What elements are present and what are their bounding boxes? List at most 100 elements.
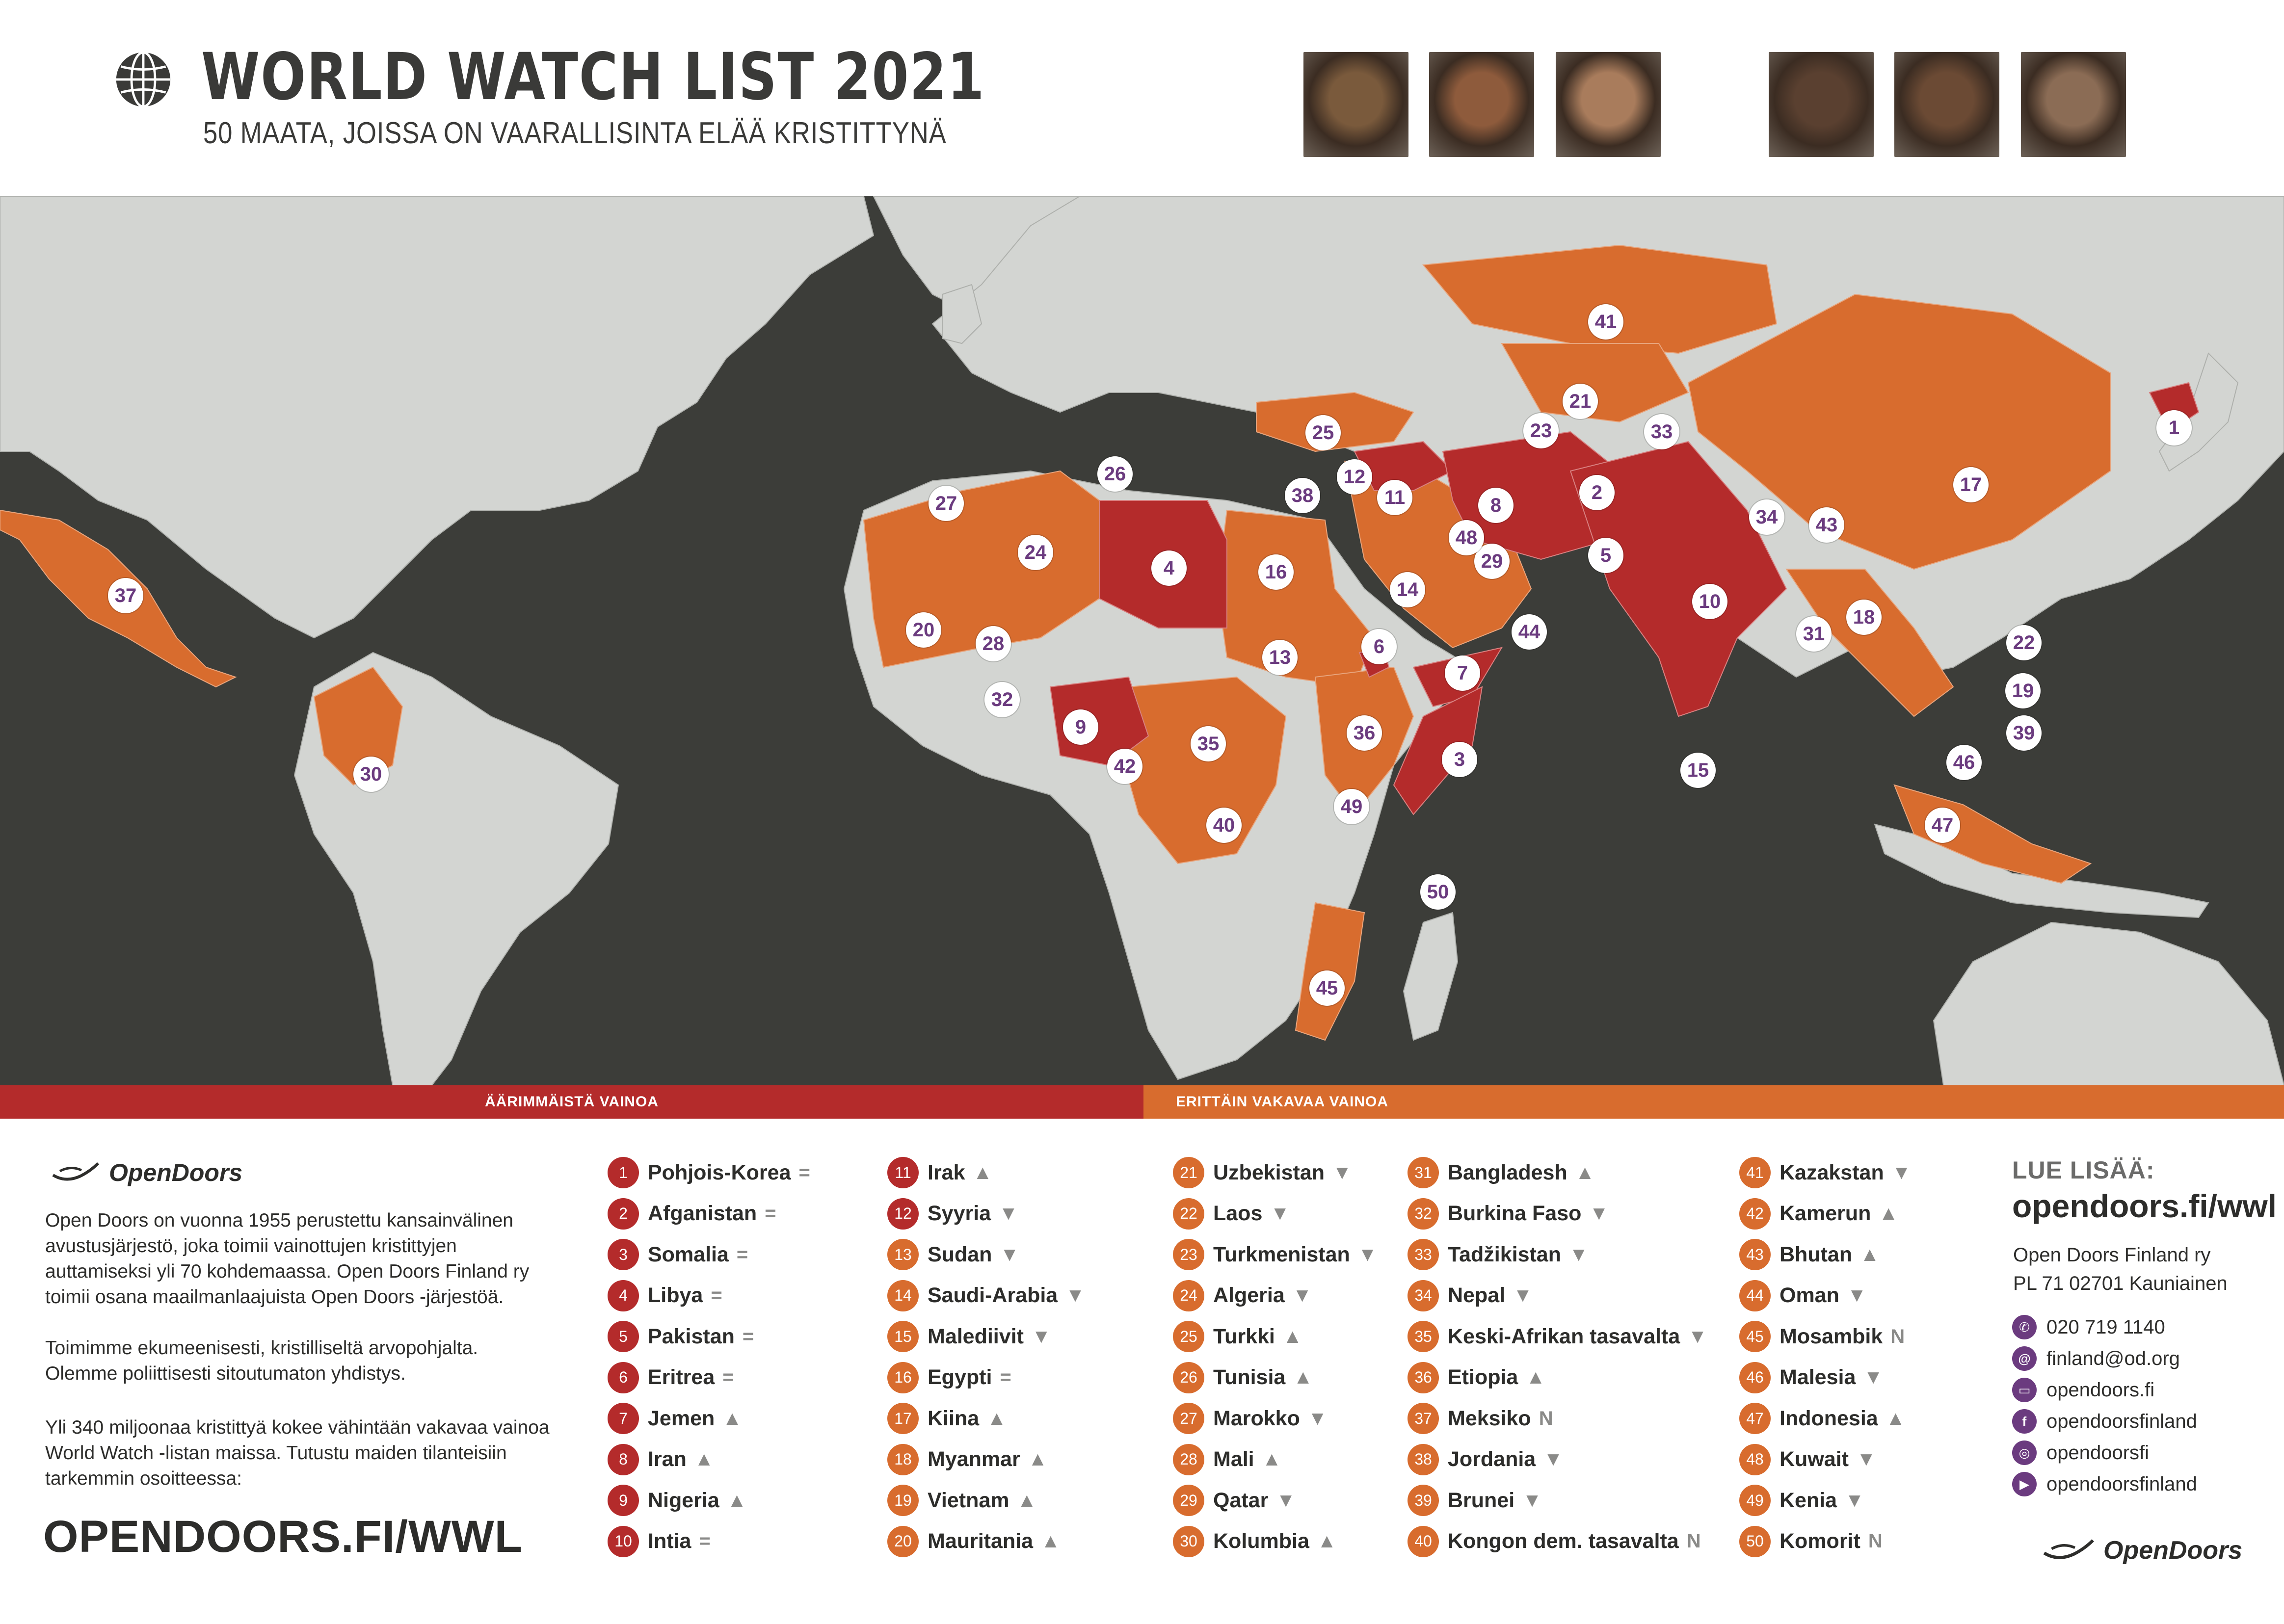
country-row[interactable]: 17 Kiina ▲	[887, 1399, 1007, 1438]
map-marker[interactable]: 19	[2005, 673, 2041, 708]
map-marker[interactable]: 46	[1946, 745, 1982, 780]
map-marker[interactable]: 33	[1644, 414, 1679, 449]
country-row[interactable]: 25 Turkki ▲	[1173, 1317, 1302, 1356]
country-row[interactable]: 34 Nepal ▼	[1408, 1276, 1533, 1315]
map-marker[interactable]: 10	[1692, 584, 1727, 619]
map-marker[interactable]: 48	[1449, 520, 1484, 555]
country-row[interactable]: 50 Komorit N	[1739, 1522, 1883, 1561]
contact-item[interactable]: ◎ opendoorsfi	[2012, 1438, 2149, 1468]
map-marker[interactable]: 49	[1334, 789, 1369, 824]
map-marker[interactable]: 41	[1588, 304, 1623, 340]
map-marker[interactable]: 25	[1305, 415, 1341, 450]
map-marker[interactable]: 6	[1361, 629, 1397, 664]
map-marker[interactable]: 30	[353, 757, 389, 792]
map-marker[interactable]: 3	[1442, 742, 1477, 777]
map-marker[interactable]: 4	[1151, 550, 1187, 586]
country-row[interactable]: 28 Mali ▲	[1173, 1440, 1281, 1479]
country-row[interactable]: 15 Malediivit ▼	[887, 1317, 1051, 1356]
map-marker[interactable]: 34	[1749, 499, 1784, 535]
map-marker[interactable]: 1	[2156, 410, 2192, 445]
country-row[interactable]: 45 Mosambik N	[1739, 1317, 1905, 1356]
country-row[interactable]: 6 Eritrea =	[608, 1358, 734, 1397]
country-row[interactable]: 11 Irak ▲	[887, 1153, 992, 1192]
country-row[interactable]: 42 Kamerun ▲	[1739, 1194, 1898, 1233]
wwl-url[interactable]: OPENDOORS.FI/WWL	[43, 1512, 523, 1562]
country-row[interactable]: 43 Bhutan ▲	[1739, 1235, 1880, 1274]
map-marker[interactable]: 35	[1191, 726, 1226, 761]
country-row[interactable]: 19 Vietnam ▲	[887, 1481, 1036, 1520]
map-marker[interactable]: 8	[1478, 488, 1514, 523]
map-marker[interactable]: 44	[1512, 614, 1547, 650]
map-marker[interactable]: 42	[1107, 749, 1142, 784]
map-marker[interactable]: 23	[1523, 413, 1559, 448]
country-row[interactable]: 5 Pakistan =	[608, 1317, 754, 1356]
country-row[interactable]: 48 Kuwait ▼	[1739, 1440, 1876, 1479]
country-row[interactable]: 22 Laos ▼	[1173, 1194, 1290, 1233]
map-marker[interactable]: 5	[1588, 538, 1623, 573]
country-row[interactable]: 27 Marokko ▼	[1173, 1399, 1327, 1438]
contact-item[interactable]: @ finland@od.org	[2012, 1343, 2180, 1374]
country-row[interactable]: 10 Intia =	[608, 1522, 711, 1561]
contact-item[interactable]: ▭ opendoors.fi	[2012, 1375, 2154, 1405]
map-marker[interactable]: 16	[1258, 554, 1294, 590]
country-row[interactable]: 12 Syyria ▼	[887, 1194, 1018, 1233]
country-row[interactable]: 2 Afganistan =	[608, 1194, 776, 1233]
map-marker[interactable]: 12	[1337, 459, 1372, 495]
map-marker[interactable]: 2	[1579, 475, 1615, 510]
country-row[interactable]: 13 Sudan ▼	[887, 1235, 1019, 1274]
map-marker[interactable]: 27	[929, 486, 964, 521]
country-row[interactable]: 41 Kazakstan ▼	[1739, 1153, 1911, 1192]
country-row[interactable]: 18 Myanmar ▲	[887, 1440, 1047, 1479]
map-marker[interactable]: 13	[1262, 640, 1298, 675]
country-row[interactable]: 35 Keski-Afrikan tasavalta ▼	[1408, 1317, 1707, 1356]
country-row[interactable]: 40 Kongon dem. tasavalta N	[1408, 1522, 1701, 1561]
map-marker[interactable]: 36	[1347, 715, 1382, 751]
map-marker[interactable]: 47	[1925, 808, 1960, 843]
map-marker[interactable]: 32	[984, 682, 1020, 717]
country-row[interactable]: 21 Uzbekistan ▼	[1173, 1153, 1352, 1192]
map-marker[interactable]: 39	[2006, 715, 2042, 751]
country-row[interactable]: 16 Egypti =	[887, 1358, 1011, 1397]
country-row[interactable]: 46 Malesia ▼	[1739, 1358, 1883, 1397]
map-marker[interactable]: 7	[1445, 655, 1480, 691]
country-row[interactable]: 31 Bangladesh ▲	[1408, 1153, 1594, 1192]
map-marker[interactable]: 9	[1063, 709, 1098, 745]
country-row[interactable]: 33 Tadžikistan ▼	[1408, 1235, 1589, 1274]
map-marker[interactable]: 18	[1846, 600, 1882, 635]
map-marker[interactable]: 15	[1680, 753, 1716, 788]
map-marker[interactable]: 38	[1285, 478, 1320, 513]
country-row[interactable]: 1 Pohjois-Korea =	[608, 1153, 810, 1192]
map-marker[interactable]: 29	[1474, 544, 1510, 579]
country-row[interactable]: 38 Jordania ▼	[1408, 1440, 1563, 1479]
country-row[interactable]: 9 Nigeria ▲	[608, 1481, 746, 1520]
country-row[interactable]: 37 Meksiko N	[1408, 1399, 1553, 1438]
country-row[interactable]: 26 Tunisia ▲	[1173, 1358, 1313, 1397]
country-row[interactable]: 47 Indonesia ▲	[1739, 1399, 1905, 1438]
map-marker[interactable]: 11	[1377, 480, 1412, 515]
country-row[interactable]: 14 Saudi-Arabia ▼	[887, 1276, 1085, 1315]
country-row[interactable]: 32 Burkina Faso ▼	[1408, 1194, 1609, 1233]
contact-item[interactable]: ▶ opendoorsfinland	[2012, 1469, 2197, 1499]
map-marker[interactable]: 43	[1809, 507, 1844, 543]
country-row[interactable]: 30 Kolumbia ▲	[1173, 1522, 1337, 1561]
map-marker[interactable]: 31	[1796, 616, 1832, 652]
map-marker[interactable]: 37	[108, 578, 143, 613]
map-marker[interactable]: 45	[1309, 970, 1345, 1006]
country-row[interactable]: 4 Libya =	[608, 1276, 722, 1315]
map-marker[interactable]: 24	[1018, 535, 1053, 570]
country-row[interactable]: 7 Jemen ▲	[608, 1399, 742, 1438]
country-row[interactable]: 23 Turkmenistan ▼	[1173, 1235, 1377, 1274]
country-row[interactable]: 36 Etiopia ▲	[1408, 1358, 1545, 1397]
map-marker[interactable]: 28	[976, 626, 1011, 661]
map-marker[interactable]: 14	[1390, 572, 1425, 607]
country-row[interactable]: 8 Iran ▲	[608, 1440, 714, 1479]
country-row[interactable]: 29 Qatar ▼	[1173, 1481, 1296, 1520]
read-more-url[interactable]: opendoors.fi/wwl	[2012, 1188, 2277, 1224]
country-row[interactable]: 24 Algeria ▼	[1173, 1276, 1312, 1315]
map-marker[interactable]: 40	[1206, 808, 1242, 843]
map-marker[interactable]: 22	[2006, 625, 2042, 660]
country-row[interactable]: 39 Brunei ▼	[1408, 1481, 1542, 1520]
contact-item[interactable]: f opendoorsfinland	[2012, 1406, 2197, 1437]
map-marker[interactable]: 21	[1563, 384, 1598, 419]
map-marker[interactable]: 17	[1953, 467, 1989, 502]
